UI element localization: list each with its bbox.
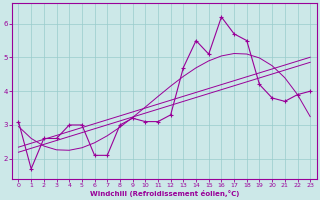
X-axis label: Windchill (Refroidissement éolien,°C): Windchill (Refroidissement éolien,°C) [90, 190, 239, 197]
